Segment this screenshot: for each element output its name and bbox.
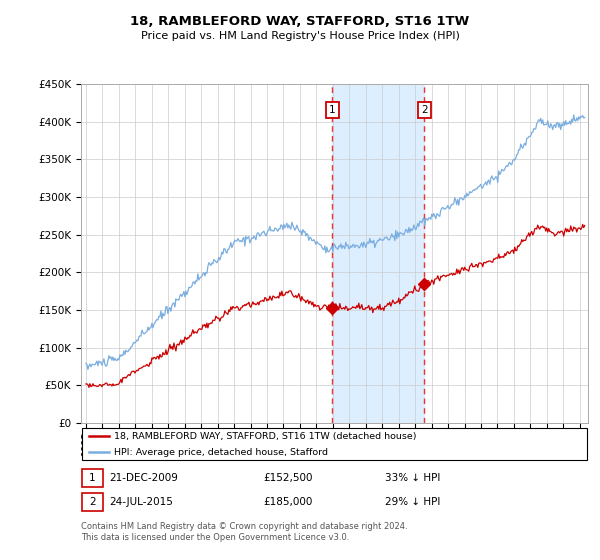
FancyBboxPatch shape — [82, 493, 103, 511]
Text: 1: 1 — [329, 105, 335, 115]
FancyBboxPatch shape — [82, 428, 587, 460]
Text: 1: 1 — [89, 473, 95, 483]
Text: 29% ↓ HPI: 29% ↓ HPI — [385, 497, 440, 507]
Text: £152,500: £152,500 — [263, 473, 313, 483]
Text: 18, RAMBLEFORD WAY, STAFFORD, ST16 1TW: 18, RAMBLEFORD WAY, STAFFORD, ST16 1TW — [130, 15, 470, 28]
Text: 2: 2 — [421, 105, 428, 115]
Text: Price paid vs. HM Land Registry's House Price Index (HPI): Price paid vs. HM Land Registry's House … — [140, 31, 460, 41]
Bar — [332, 84, 424, 423]
Text: Contains HM Land Registry data © Crown copyright and database right 2024.: Contains HM Land Registry data © Crown c… — [81, 522, 407, 531]
Text: 2: 2 — [89, 497, 95, 507]
FancyBboxPatch shape — [82, 469, 103, 487]
Text: 24-JUL-2015: 24-JUL-2015 — [109, 497, 173, 507]
Text: 18, RAMBLEFORD WAY, STAFFORD, ST16 1TW (detached house): 18, RAMBLEFORD WAY, STAFFORD, ST16 1TW (… — [114, 432, 416, 441]
Text: This data is licensed under the Open Government Licence v3.0.: This data is licensed under the Open Gov… — [81, 533, 349, 542]
Text: 33% ↓ HPI: 33% ↓ HPI — [385, 473, 440, 483]
Text: 21-DEC-2009: 21-DEC-2009 — [109, 473, 178, 483]
Text: £185,000: £185,000 — [263, 497, 313, 507]
Text: HPI: Average price, detached house, Stafford: HPI: Average price, detached house, Staf… — [114, 448, 328, 457]
